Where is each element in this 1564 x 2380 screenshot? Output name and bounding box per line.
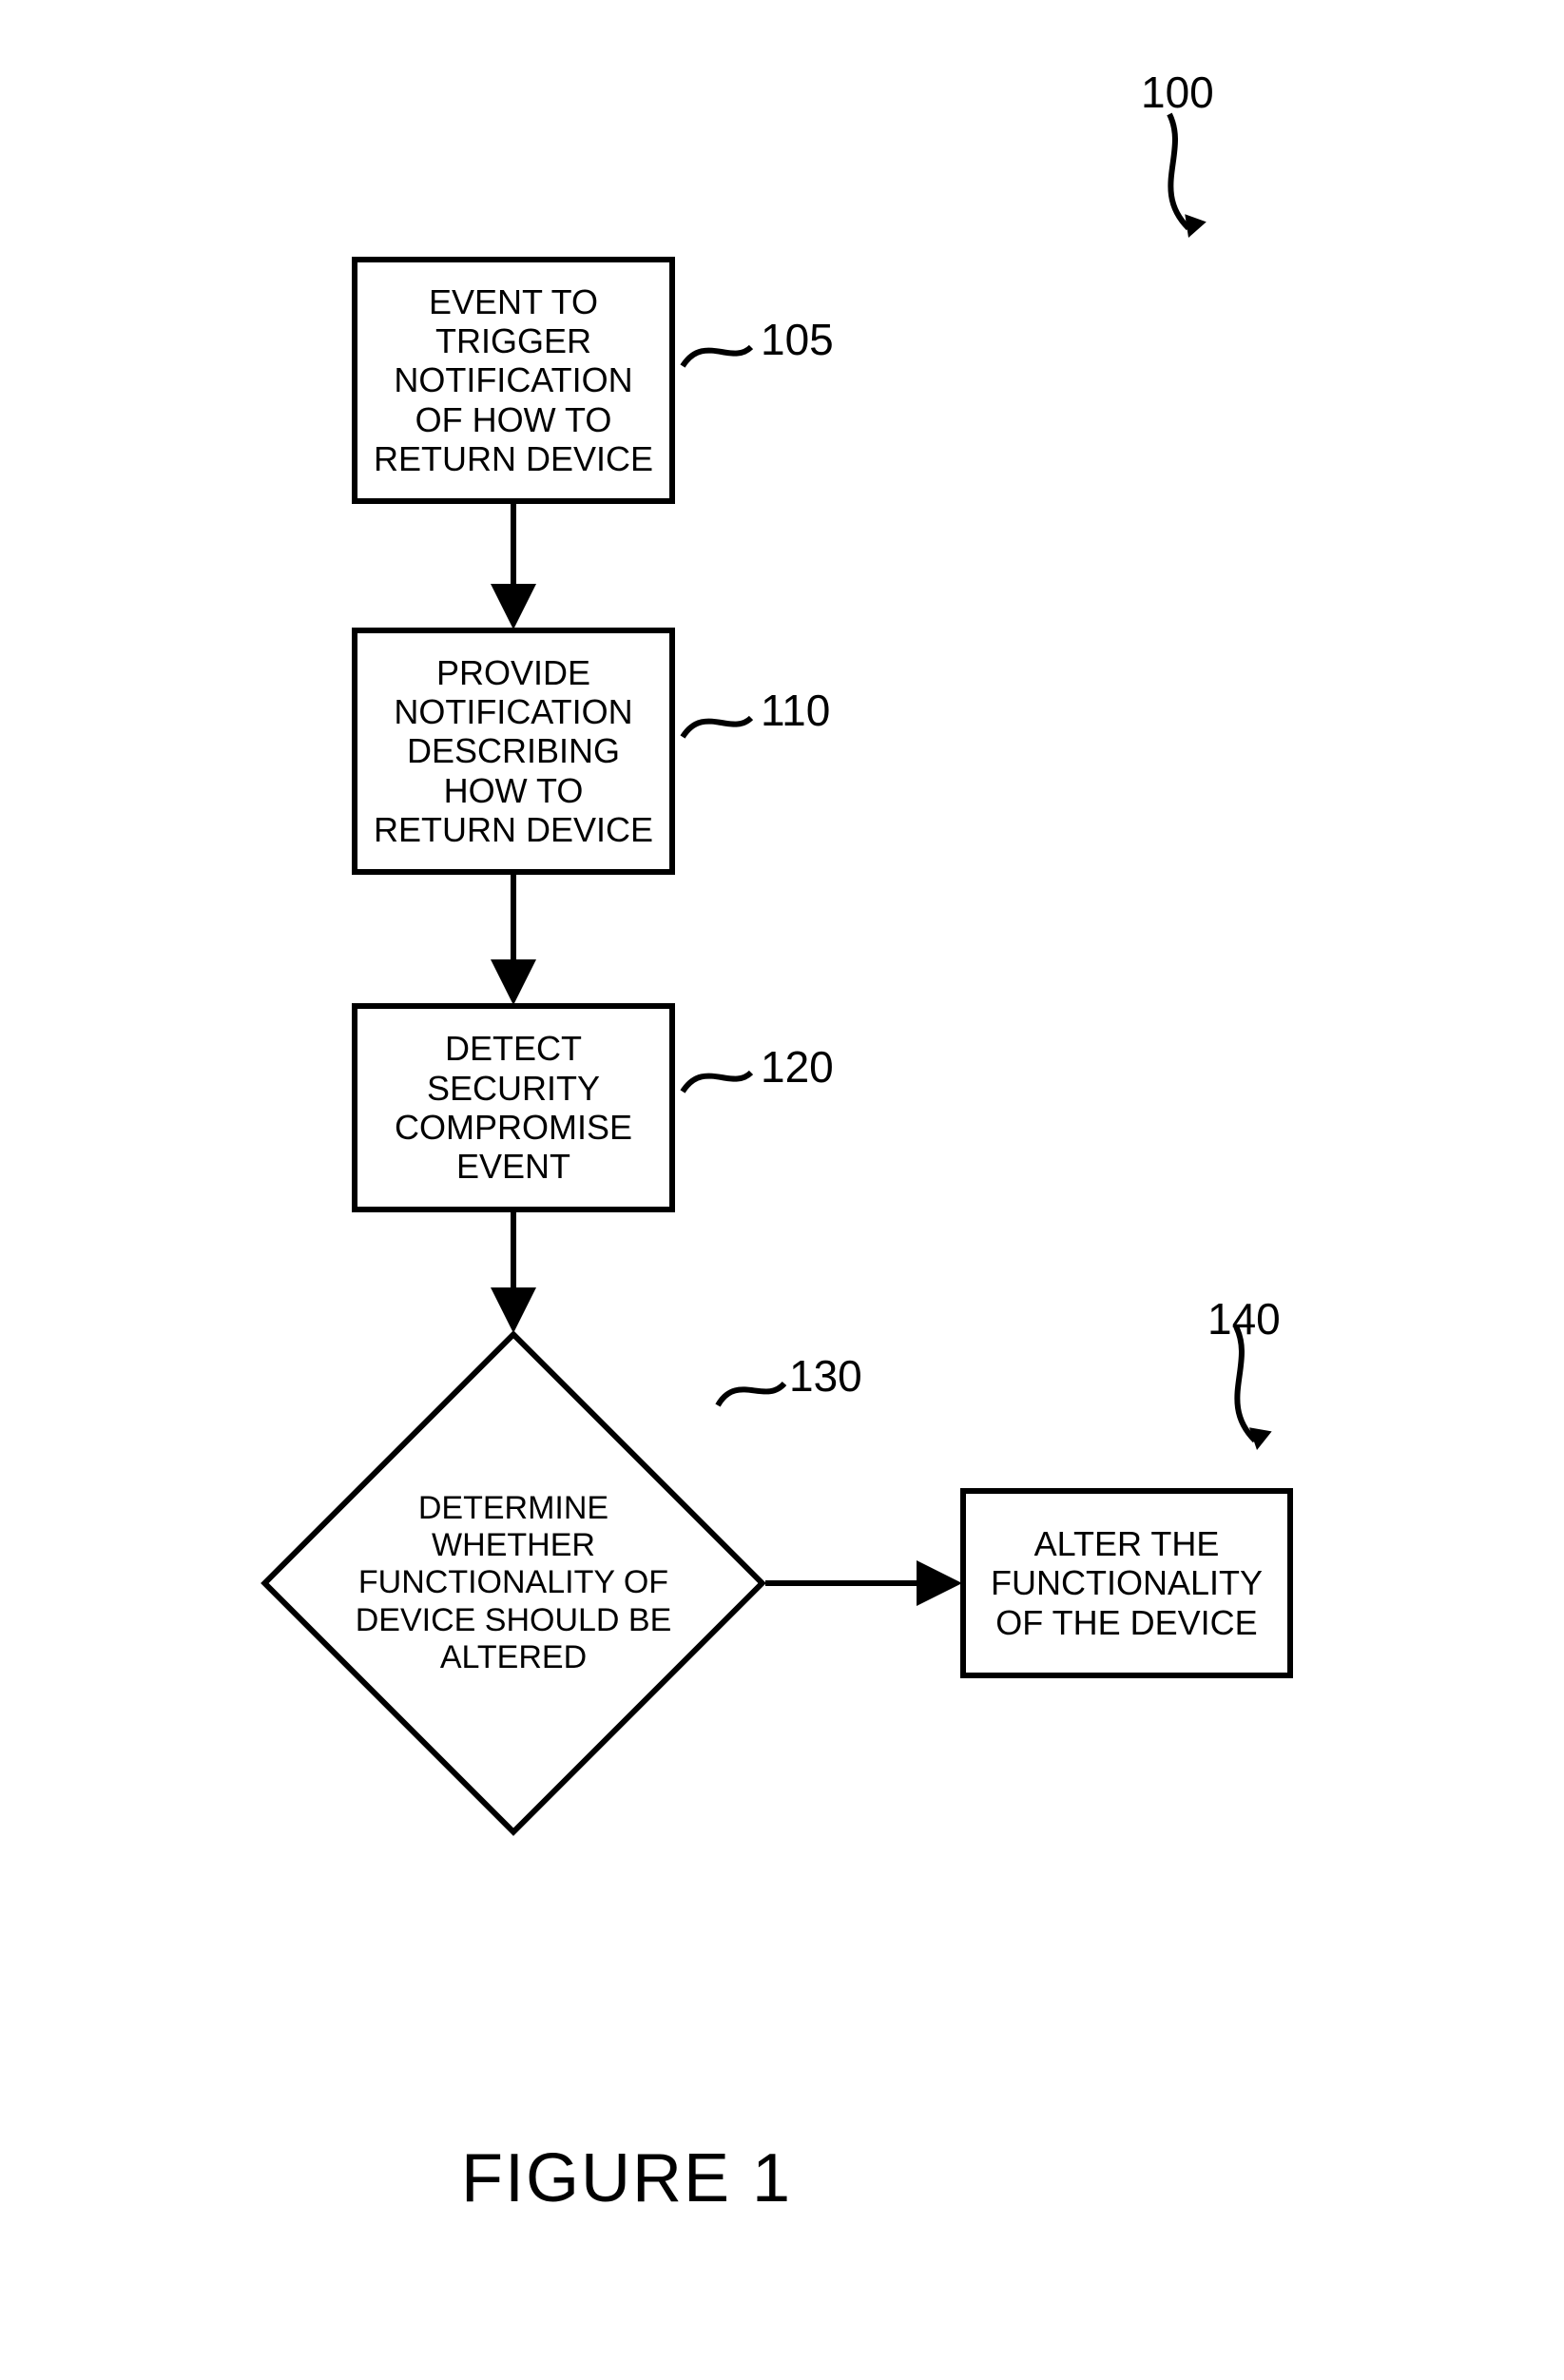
node-105-text: EVENT TOTRIGGERNOTIFICATIONOF HOW TORETU… — [374, 282, 653, 479]
flowchart-canvas: EVENT TOTRIGGERNOTIFICATIONOF HOW TORETU… — [0, 0, 1564, 2380]
label-120: 120 — [761, 1041, 834, 1093]
node-130: DETERMINEWHETHERFUNCTIONALITY OFDEVICE S… — [261, 1331, 765, 1835]
node-130-text: DETERMINEWHETHERFUNCTIONALITY OFDEVICE S… — [356, 1490, 672, 1675]
label-100: 100 — [1141, 67, 1214, 118]
node-110-text: PROVIDENOTIFICATIONDESCRIBINGHOW TORETUR… — [374, 653, 653, 850]
node-140-text: ALTER THEFUNCTIONALITYOF THE DEVICE — [991, 1524, 1263, 1642]
node-120: DETECTSECURITYCOMPROMISEEVENT — [352, 1003, 675, 1212]
node-140: ALTER THEFUNCTIONALITYOF THE DEVICE — [960, 1488, 1293, 1678]
label-130: 130 — [789, 1350, 862, 1402]
node-120-text: DETECTSECURITYCOMPROMISEEVENT — [395, 1029, 632, 1187]
node-110: PROVIDENOTIFICATIONDESCRIBINGHOW TORETUR… — [352, 628, 675, 875]
label-140: 140 — [1207, 1293, 1281, 1345]
node-105: EVENT TOTRIGGERNOTIFICATIONOF HOW TORETU… — [352, 257, 675, 504]
figure-title: FIGURE 1 — [461, 2139, 792, 2217]
label-110: 110 — [761, 685, 830, 736]
label-105: 105 — [761, 314, 834, 365]
